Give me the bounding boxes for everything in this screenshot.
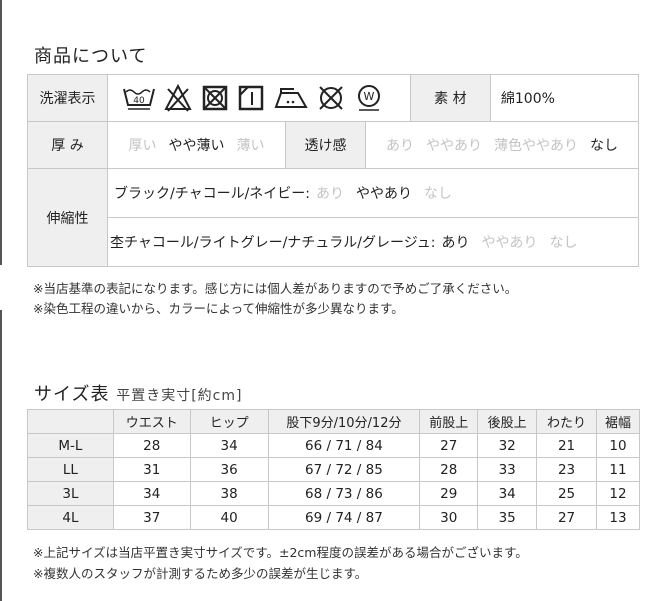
sheer-option: あり [386,138,414,154]
thickness-option: やや薄い [168,138,225,154]
thickness-label: 厚 み [27,121,108,169]
size-cell: 37 [112,505,191,530]
line-dry-shade-icon [239,85,264,111]
no-dry-clean-icon [319,86,343,110]
note: ※上記サイズは当店平置き実寸サイズです。±2cm程度の誤差がある場合がございます… [33,545,528,560]
size-cell: 31 [112,457,191,482]
size-cell: 21 [536,433,598,458]
size-row: 4L 37 40 69 / 74 / 87 30 35 27 13 [27,505,640,530]
left-edge-line [0,0,2,265]
size-row: LL 31 36 67 / 72 / 85 28 33 23 11 [27,457,640,482]
size-label: 3L [27,481,114,506]
size-cell: 34 [112,481,191,506]
size-cell: 32 [477,433,538,458]
size-cell: 11 [596,457,640,482]
sheer-option: ややあり [426,138,482,154]
size-cell: 33 [477,457,538,482]
stretch-option: ややあり [481,235,538,251]
column-header: 前股上 [419,409,479,434]
sheer-options: あり ややあり 薄色ややあり なし [365,121,639,169]
size-cell: 10 [596,433,640,458]
stretch-option: あり [441,235,470,251]
sheer-label: 透け感 [285,121,366,169]
size-cell: 35 [477,505,538,530]
stretch-option: なし [549,235,578,251]
size-cell: 28 [419,457,479,482]
size-cell: 34 [477,481,538,506]
column-header: ヒップ [189,409,269,434]
size-cell: 38 [189,481,269,506]
stretch-label: 伸縮性 [27,168,108,267]
note: ※染色工程の違いから、カラーによって伸縮性が多少異なります。 [33,301,404,316]
wash-40-icon: 40 [123,88,155,110]
thickness-option: 厚い [128,138,157,154]
column-header: 後股上 [477,409,538,434]
column-header: ウエスト [112,409,191,434]
left-edge-line [0,310,2,601]
section-title: 商品について [34,46,148,67]
size-header-row: ウエスト ヒップ 股下9分/10分/12分 前股上 後股上 わたり 裾幅 [27,409,640,434]
column-header: 裾幅 [596,409,640,434]
material-value: 綿100% [489,74,640,122]
column-header: 股下9分/10分/12分 [267,409,421,434]
size-title-text: サイズ表 [34,384,110,405]
size-table: ウエスト ヒップ 股下9分/10分/12分 前股上 後股上 わたり 裾幅 M-L 28 34 66 … [27,409,640,530]
size-cell: 67 / 72 / 85 [267,457,421,482]
sheer-option: なし [590,138,618,154]
svg-text:40: 40 [133,96,145,106]
size-cell: 27 [536,505,598,530]
stretch-option: なし [424,186,453,202]
stretch-row: 杢チャコール/ライトグレー/ナチュラル/グレージュ: あり ややあり なし [107,217,639,267]
size-cell: 68 / 73 / 86 [267,481,421,506]
product-info-table: 洗濯表示 40 W 素 材 綿100% 厚 み 厚い やや薄い 薄い 透け感 ありや… [27,74,640,267]
size-cell: 69 / 74 / 87 [267,505,421,530]
size-label: LL [27,457,114,482]
column-header [27,409,114,434]
size-cell: 25 [536,481,598,506]
size-cell: 28 [112,433,191,458]
size-label: 4L [27,505,114,530]
size-title: サイズ表 平置き実寸[約cm] [34,380,242,406]
size-row: M-L 28 34 66 / 71 / 84 27 32 21 10 [27,433,640,458]
iron-low-icon [274,88,308,108]
size-cell: 29 [419,481,479,506]
column-header: わたり [536,409,598,434]
size-subtitle: 平置き実寸[約cm] [116,388,243,404]
wet-clean-icon: W [357,85,380,111]
laundry-label: 洗濯表示 [27,74,108,122]
material-label: 素 材 [409,74,491,122]
no-bleach-icon [164,83,193,112]
size-cell: 12 [596,481,640,506]
size-cell: 13 [596,505,640,530]
svg-text:W: W [363,90,374,103]
note: ※当店基準の表記になります。感じ方には個人差がありますので予めご了承ください。 [33,281,518,296]
size-cell: 34 [189,433,269,458]
no-tumble-dry-icon [202,85,228,111]
size-row: 3L 34 38 68 / 73 / 86 29 34 25 12 [27,481,640,506]
sheer-option: 薄色ややあり [494,138,578,154]
size-cell: 30 [419,505,479,530]
note: ※複数人のスタッフが計測するため多少の誤差が生じます。 [33,566,368,581]
size-label: M-L [27,433,114,458]
thickness-option: 薄い [236,138,265,154]
stretch-colors: 杢チャコール/ライトグレー/ナチュラル/グレージュ: [110,235,436,251]
stretch-option: あり [316,186,345,202]
stretch-colors: ブラック/チャコール/ネイビー: [114,186,311,202]
stretch-row: ブラック/チャコール/ネイビー: あり ややあり なし [107,168,639,218]
size-cell: 66 / 71 / 84 [267,433,421,458]
size-cell: 23 [536,457,598,482]
laundry-icons: 40 W [107,74,411,122]
size-cell: 40 [189,505,269,530]
size-cell: 27 [419,433,479,458]
thickness-options: 厚い やや薄い 薄い [107,121,286,169]
stretch-option: ややあり [356,186,413,202]
size-cell: 36 [189,457,269,482]
